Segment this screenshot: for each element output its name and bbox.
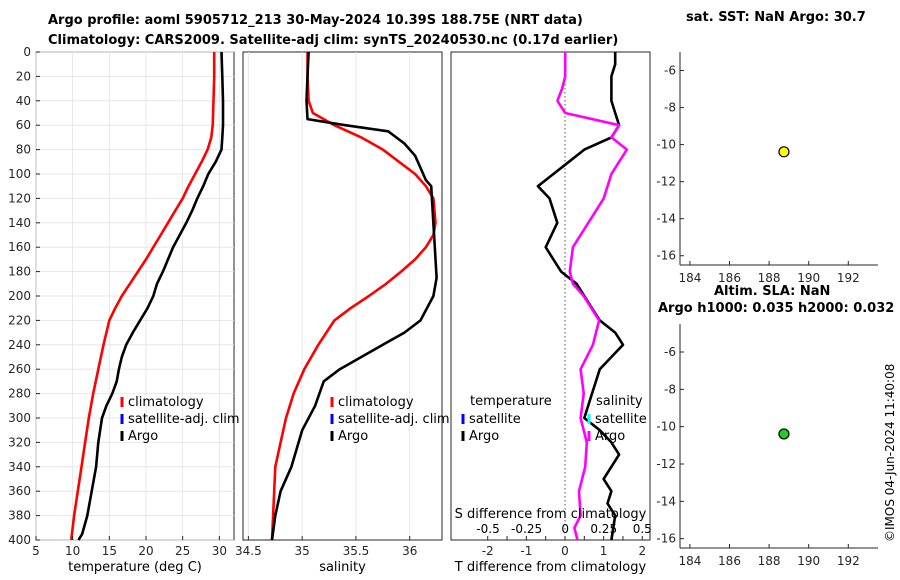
diff-x2tick-label: 0.25 (590, 522, 617, 536)
temp-xtick-label: 10 (65, 544, 80, 558)
temp-ytick-label: 40 (16, 94, 31, 108)
temp-ytick-label: 260 (8, 362, 31, 376)
sal-legend-label: climatology (338, 395, 414, 410)
sal-series-argo (270, 51, 438, 541)
sla_map-ytick-label: -12 (656, 457, 676, 471)
temp-xtick-label: 25 (175, 544, 190, 558)
sal-xlabel: salinity (319, 560, 366, 575)
temp-ytick-label: 0 (23, 45, 31, 59)
title-line-1: Argo profile: aoml 5905712_213 30-May-20… (48, 13, 583, 28)
temp-ytick-label: 20 (16, 69, 31, 83)
temp-series-argo (77, 51, 225, 541)
temp-xtick-label: 5 (32, 544, 40, 558)
temp-ytick-label: 80 (16, 143, 31, 157)
temp-ytick-label: 160 (8, 240, 31, 254)
sla_map-ytick-label: -16 (656, 532, 676, 546)
sla_map-ytick-label: -10 (656, 420, 676, 434)
sst_map-ytick-label: -12 (656, 175, 676, 189)
temp-xtick-label: 30 (212, 544, 227, 558)
temp-ytick-label: 100 (8, 167, 31, 181)
temp-ytick-label: 400 (8, 533, 31, 547)
sla_map-ytick-label: -14 (656, 494, 676, 508)
sst_map-ytick-label: -10 (656, 138, 676, 152)
temp-xtick-label: 15 (102, 544, 117, 558)
sla-map-subtitle: Argo h1000: 0.035 h2000: 0.032 (658, 301, 895, 316)
diff-xtick-label: 0 (561, 544, 569, 558)
sal-series-climatology (270, 52, 437, 541)
diff-legend-title-left: temperature (470, 394, 552, 409)
sst_map-ytick-label: -16 (656, 249, 676, 263)
sla_map-xtick-label: 192 (837, 554, 860, 568)
sst_map-xtick-label: 190 (797, 271, 820, 285)
sst_map-xtick-label: 184 (678, 271, 701, 285)
sal-legend-label: Argo (338, 429, 368, 444)
sst_map-xtick-label: 188 (758, 271, 781, 285)
temp-series-climatology (69, 52, 216, 541)
sst_map-ytick-label: -14 (656, 212, 676, 226)
diff-series-s-diff-argo (556, 52, 629, 541)
sst_map-ytick-label: -6 (664, 64, 676, 78)
diff-x2label: S difference from climatology (455, 507, 647, 522)
diff-xtick-label: 2 (638, 544, 646, 558)
sst_map-ytick-label: -8 (664, 101, 676, 115)
diff-xlabel: T difference from climatology (454, 560, 647, 575)
diff-xtick-label: -1 (520, 544, 532, 558)
diff-series-t-diff-argo (536, 52, 625, 541)
temp-legend-label: satellite-adj. clim (128, 412, 240, 427)
title-line-2: Climatology: CARS2009. Satellite-adj cli… (48, 33, 619, 48)
diff-xtick-label: 1 (600, 544, 608, 558)
sla_map-xtick-label: 190 (797, 554, 820, 568)
sal-xtick-label: 36 (402, 544, 417, 558)
sal-xtick-label: 35 (295, 544, 310, 558)
temp-ytick-label: 240 (8, 338, 31, 352)
temp-ytick-label: 220 (8, 313, 31, 327)
sla-map-title: Altim. SLA: NaN (714, 284, 831, 299)
temp-ytick-label: 280 (8, 387, 31, 401)
sst_map-xtick-label: 186 (718, 271, 741, 285)
diff-x2tick-label: 0 (561, 522, 569, 536)
sst-map-title: sat. SST: NaN Argo: 30.7 (686, 10, 866, 25)
sst_map-point (778, 146, 790, 158)
sal-legend-label: satellite-adj. clim (338, 412, 450, 427)
diff-right-legend-label: satellite (595, 412, 647, 427)
temp-legend-label: Argo (128, 429, 158, 444)
temp-xlabel: temperature (deg C) (68, 560, 202, 575)
sla_map-xtick-label: 186 (718, 554, 741, 568)
diff-right-legend-label: Argo (595, 429, 625, 444)
diff-x2tick-label: 0.5 (633, 522, 652, 536)
sla_map-ytick-label: -6 (664, 345, 676, 359)
diff-left-legend-label: Argo (469, 429, 499, 444)
sal-xtick-label: 34.5 (235, 544, 262, 558)
sst_map-xtick-label: 192 (837, 271, 860, 285)
sla_map-xtick-label: 184 (678, 554, 701, 568)
temp-xtick-label: 20 (138, 544, 153, 558)
diff-left-legend-label: satellite (469, 412, 521, 427)
temp-ytick-label: 180 (8, 265, 31, 279)
temp-ytick-label: 340 (8, 460, 31, 474)
sal-xtick-label: 35.5 (343, 544, 370, 558)
diff-xtick-label: -2 (482, 544, 494, 558)
diff-x2tick-label: -0.5 (476, 522, 499, 536)
temp-ytick-label: 200 (8, 289, 31, 303)
sla_map-point (778, 428, 790, 440)
sla_map-xtick-label: 188 (758, 554, 781, 568)
temp-ytick-label: 360 (8, 484, 31, 498)
sla_map-ytick-label: -8 (664, 382, 676, 396)
temp-ytick-label: 140 (8, 216, 31, 230)
temp-legend-label: climatology (128, 395, 204, 410)
diff-x2tick-label: -0.25 (511, 522, 542, 536)
temp-ytick-label: 60 (16, 118, 31, 132)
temp-ytick-label: 320 (8, 435, 31, 449)
temp-ytick-label: 120 (8, 191, 31, 205)
diff-legend-title-right: salinity (596, 394, 643, 409)
temp-ytick-label: 300 (8, 411, 31, 425)
temp-ytick-label: 380 (8, 509, 31, 523)
